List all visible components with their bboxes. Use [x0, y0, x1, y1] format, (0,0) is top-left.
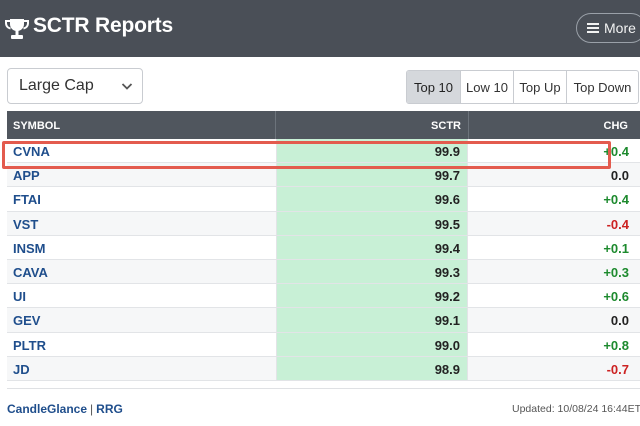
- sctr-cell: 99.0: [276, 332, 468, 356]
- table-row: UI 99.2 +0.6: [7, 284, 640, 309]
- table-row: CVNA 99.9 +0.4: [7, 139, 640, 164]
- sctr-value: 99.0: [434, 337, 460, 353]
- symbol-link[interactable]: PLTR: [13, 337, 46, 353]
- tab-top-10[interactable]: Top 10: [407, 71, 460, 103]
- chg-value: 0.0: [610, 313, 629, 329]
- table-row: CAVA 99.3 +0.3: [7, 259, 640, 285]
- cap-size-value: Large Cap: [19, 77, 94, 94]
- sctr-table: SYMBOL SCTR CHG CVNA 99.9 +0.4 APP 99.7 …: [7, 111, 640, 381]
- trophy-icon: [5, 19, 29, 39]
- table-row: PLTR 99.0 +0.8: [7, 332, 640, 357]
- table-header: SYMBOL SCTR CHG: [7, 111, 640, 139]
- sctr-cell: 99.6: [276, 187, 468, 211]
- sctr-value: 99.1: [434, 313, 460, 329]
- footer-separator: |: [90, 402, 94, 416]
- sctr-value: 99.4: [434, 240, 460, 256]
- tab-top-up[interactable]: Top Up: [513, 71, 566, 103]
- sctr-value: 98.9: [434, 361, 460, 377]
- footer-divider: [7, 388, 640, 389]
- sctr-value: 99.3: [434, 264, 460, 280]
- column-header-chg[interactable]: CHG: [603, 120, 628, 132]
- page-title: SCTR Reports: [33, 14, 173, 37]
- symbol-link[interactable]: VST: [13, 216, 39, 232]
- table-body: CVNA 99.9 +0.4 APP 99.7 0.0 FTAI 99.6 +0…: [7, 139, 640, 381]
- cap-size-select[interactable]: Large Cap: [7, 68, 143, 104]
- sctr-cell: 99.4: [276, 235, 468, 259]
- table-row: INSM 99.4 +0.1: [7, 235, 640, 260]
- tab-top-down[interactable]: Top Down: [566, 71, 638, 103]
- symbol-link[interactable]: UI: [13, 289, 26, 305]
- sctr-value: 99.6: [434, 192, 460, 208]
- chg-value: +0.4: [603, 144, 629, 159]
- report-tabs: Top 10 Low 10 Top Up Top Down: [406, 70, 639, 104]
- more-label: More: [604, 20, 636, 36]
- table-row: JD 98.9 -0.7: [7, 356, 640, 381]
- more-button[interactable]: More: [576, 13, 640, 43]
- chg-value: +0.1: [603, 240, 629, 256]
- sctr-cell: 99.1: [276, 308, 468, 332]
- sctr-value: 99.7: [434, 168, 460, 184]
- table-row: GEV 99.1 0.0: [7, 308, 640, 333]
- symbol-link[interactable]: CAVA: [13, 264, 48, 280]
- symbol-link[interactable]: APP: [13, 168, 40, 184]
- footer-links: CandleGlance | RRG: [7, 402, 123, 416]
- chg-value: +0.3: [603, 264, 629, 280]
- menu-icon: [587, 23, 599, 33]
- sctr-cell: 98.9: [276, 356, 468, 380]
- symbol-link[interactable]: JD: [13, 361, 30, 377]
- chg-value: +0.8: [603, 337, 629, 353]
- chg-value: -0.4: [606, 216, 629, 232]
- sctr-value: 99.2: [434, 289, 460, 305]
- sctr-cell: 99.9: [276, 139, 468, 163]
- chg-value: -0.7: [606, 361, 629, 377]
- column-header-symbol[interactable]: SYMBOL: [13, 120, 61, 132]
- tab-low-10[interactable]: Low 10: [460, 71, 513, 103]
- rrg-link[interactable]: RRG: [96, 402, 123, 416]
- sctr-cell: 99.7: [276, 163, 468, 187]
- chevron-down-icon: [121, 83, 133, 90]
- sctr-cell: 99.5: [276, 211, 468, 235]
- app-header: SCTR Reports More: [0, 0, 640, 57]
- sctr-value: 99.9: [434, 144, 460, 159]
- updated-timestamp: Updated: 10/08/24 16:44ET: [512, 403, 640, 415]
- table-row: VST 99.5 -0.4: [7, 211, 640, 236]
- sctr-cell: 99.2: [276, 284, 468, 308]
- table-row: FTAI 99.6 +0.4: [7, 187, 640, 212]
- symbol-link[interactable]: FTAI: [13, 192, 41, 208]
- chg-value: +0.6: [603, 289, 629, 305]
- symbol-link[interactable]: INSM: [13, 240, 46, 256]
- column-header-sctr[interactable]: SCTR: [431, 120, 461, 132]
- sctr-value: 99.5: [434, 216, 460, 232]
- symbol-link[interactable]: CVNA: [13, 144, 50, 159]
- chg-value: 0.0: [610, 168, 629, 184]
- sctr-cell: 99.3: [276, 259, 468, 284]
- chg-value: +0.4: [603, 192, 629, 208]
- symbol-link[interactable]: GEV: [13, 313, 41, 329]
- candleglance-link[interactable]: CandleGlance: [7, 402, 88, 416]
- table-row: APP 99.7 0.0: [7, 163, 640, 188]
